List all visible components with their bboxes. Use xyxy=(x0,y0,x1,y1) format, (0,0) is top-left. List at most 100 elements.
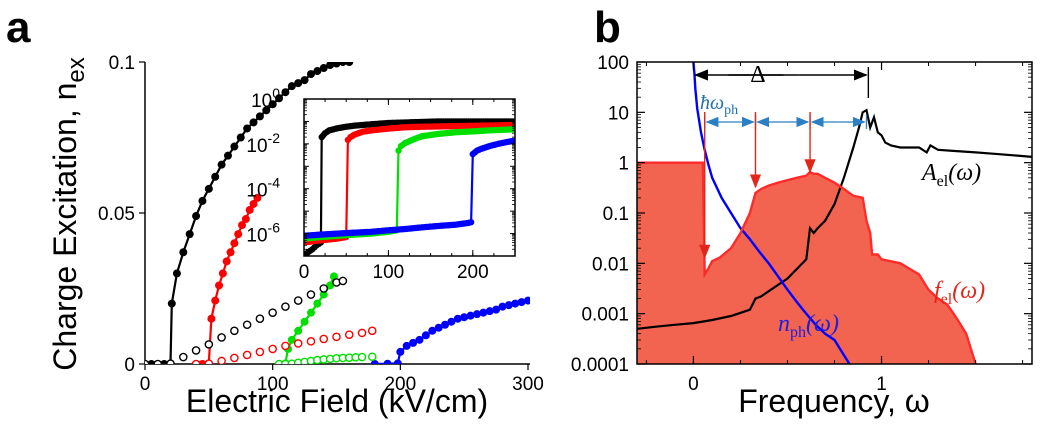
f-el-main: f xyxy=(934,278,944,304)
panel-a-point xyxy=(383,359,392,364)
inset-ytick-label: 10-2 xyxy=(246,130,280,157)
panel-a-point xyxy=(255,314,265,324)
panel-a-point xyxy=(255,347,265,357)
inset-series xyxy=(304,118,515,256)
panel-label-a: a xyxy=(6,3,31,52)
inset-xtick-label: 100 xyxy=(373,262,405,283)
panel-a-point xyxy=(460,313,469,322)
inset-point xyxy=(467,219,475,226)
inset-ytick-mantissa: 10 xyxy=(246,181,267,202)
panel-a-point xyxy=(230,326,239,336)
panel-a-ylabel: Charge Excitation, nex xyxy=(47,57,90,371)
panel-a-point xyxy=(492,305,501,314)
panel-b-n_ph-line xyxy=(692,62,851,364)
panel-a-point xyxy=(211,296,220,305)
panel-a-point xyxy=(204,359,214,364)
panel-a-point xyxy=(179,248,188,257)
panel-b-ytick-label: 0.01 xyxy=(592,254,629,275)
inset-ytick-label: 100 xyxy=(251,85,280,112)
panel-a-point xyxy=(300,76,309,85)
panel-a-point xyxy=(345,62,354,66)
panel-a-point xyxy=(268,344,277,354)
panel-a-point xyxy=(198,360,207,364)
panel-b-ytick-label: 0.1 xyxy=(603,204,629,225)
panel-b-annotations xyxy=(694,67,870,259)
panel-a-point xyxy=(268,308,277,317)
panel-a-point xyxy=(524,296,530,305)
f-el-label: fel(ω) xyxy=(934,278,985,308)
panel-a-ytick-label: 0.1 xyxy=(109,53,135,74)
panel-a-point xyxy=(207,314,216,323)
f-el-arg: (ω) xyxy=(952,278,985,304)
panel-a-point xyxy=(409,338,418,347)
a-el-arg: (ω) xyxy=(948,160,981,186)
panel-a-point xyxy=(218,269,227,278)
panel-a-ytick-label: 0.05 xyxy=(98,204,135,225)
panel-a-point xyxy=(230,142,239,151)
panel-a-point xyxy=(166,359,175,364)
panel-b-ytick-label: 0.0001 xyxy=(571,355,629,376)
panel-a-point xyxy=(319,64,328,73)
f-el-area xyxy=(637,162,976,364)
panel-a-point xyxy=(306,308,315,317)
panel-a-point xyxy=(281,341,290,351)
panel-a-point xyxy=(238,221,247,230)
panel-a-point xyxy=(306,337,316,346)
panel-a-xlabel: Electric Field (kV/cm) xyxy=(186,383,488,419)
panel-a-point xyxy=(511,299,520,308)
panel-a-xtick-label: 0 xyxy=(140,374,151,395)
panel-a-point xyxy=(172,269,181,278)
panel-a-point xyxy=(367,352,377,362)
n-ph-sub: ph xyxy=(790,324,806,341)
panel-a-xtick-label: 300 xyxy=(512,374,544,395)
panel-a-point xyxy=(253,193,262,202)
panel-a-point xyxy=(504,301,513,310)
panel-a-point xyxy=(255,112,264,121)
panel-a-point xyxy=(294,79,303,88)
panel-a-point xyxy=(485,307,494,316)
panel-a-point xyxy=(447,317,456,326)
panel-a-point xyxy=(242,320,252,330)
panel-a-point xyxy=(319,334,329,344)
panel-b-fill xyxy=(637,162,976,364)
panel-a-point xyxy=(147,360,156,364)
panel-a-point xyxy=(234,230,243,239)
panel-a-point xyxy=(517,298,526,307)
inset-ytick-exponent: 0 xyxy=(272,85,280,101)
panel-a-point xyxy=(249,199,258,208)
inset-ytick-label: 10-4 xyxy=(246,175,280,202)
panel-b-xtick-label: 0 xyxy=(688,374,699,395)
panel-b-ytick-label: 100 xyxy=(597,53,629,74)
panel-a-point xyxy=(204,184,213,193)
panel-a-ytick-label: 0 xyxy=(124,355,135,376)
panel-b-ytick-label: 1 xyxy=(618,154,629,175)
inset-xtick-label: 0 xyxy=(299,262,310,283)
hbar-omega-main: ħω xyxy=(700,92,724,114)
panel-b-f_el-line xyxy=(637,161,977,364)
a-el-label: Ael(ω) xyxy=(920,160,981,190)
panel-a-ylabel-sub: ex xyxy=(63,57,90,82)
panel-b-xtick-label: 1 xyxy=(876,374,887,395)
panel-a-series xyxy=(145,62,530,364)
panel-a-point xyxy=(393,359,402,364)
panel-a-point xyxy=(192,212,201,221)
inset-ytick-exponent: -4 xyxy=(268,175,281,191)
inset-ytick-exponent: -6 xyxy=(268,220,281,236)
panel-a-point xyxy=(479,308,488,317)
panel-a-point xyxy=(326,62,335,70)
inset-ytick-mantissa: 10 xyxy=(246,226,267,247)
panel-a-xtick-label: 100 xyxy=(257,374,289,395)
panel-a-series-line xyxy=(196,197,259,364)
panel-a-point xyxy=(217,333,226,342)
panel-a-point xyxy=(415,335,424,344)
panel-b-axes: 100 10 1 0.1 0.01 0.001 0.0001 0 1 xyxy=(571,53,1033,395)
panel-a-point xyxy=(262,106,271,115)
panel-a-point xyxy=(367,326,377,336)
panel-a-point xyxy=(198,196,207,205)
inset-ytick-label: 10-6 xyxy=(246,220,280,247)
panel-a-point xyxy=(306,70,315,79)
panel-a-point xyxy=(498,302,507,311)
panel-a-point xyxy=(191,359,201,364)
